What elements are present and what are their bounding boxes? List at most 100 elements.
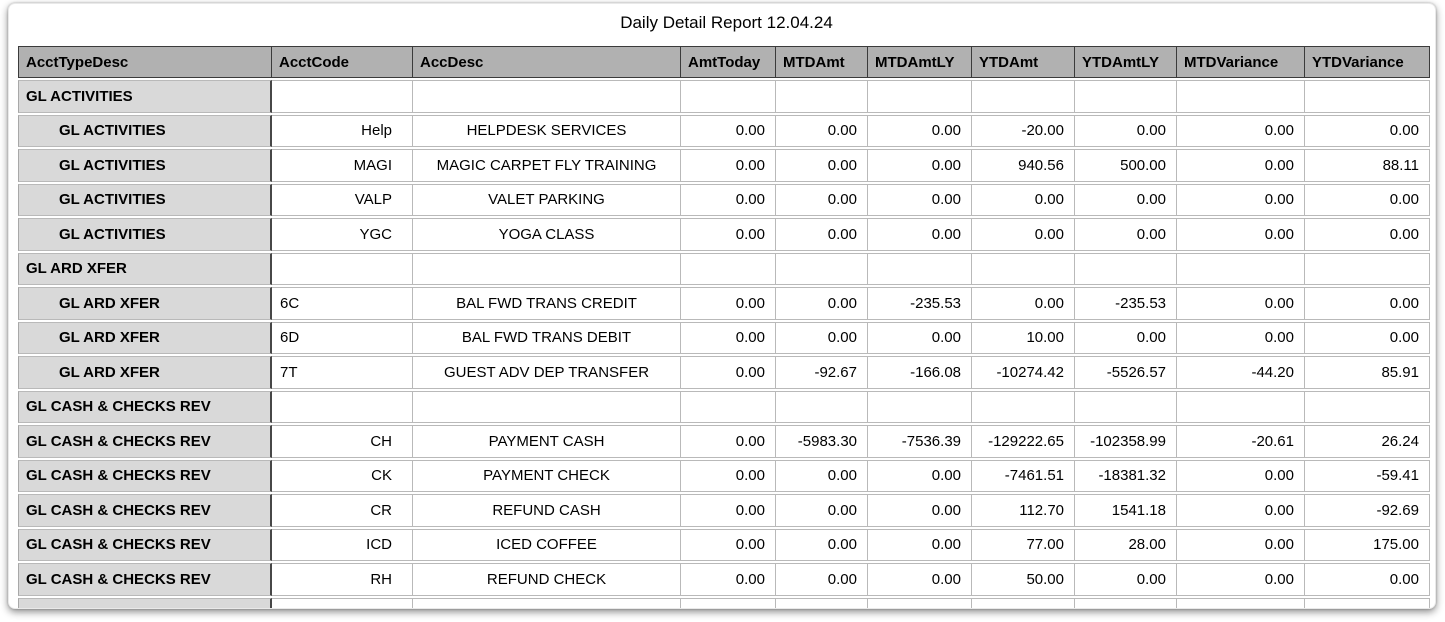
cell-acct-code	[272, 252, 413, 285]
cell-acct-code	[272, 597, 413, 608]
cell-ytdamt	[972, 252, 1075, 285]
col-header-mtdamt: MTDAmt	[776, 46, 868, 78]
cell-mtdamt	[776, 597, 868, 608]
cell-ytdamtly: 0.00	[1075, 183, 1177, 216]
group-row: GL CASH & CHECKS REV	[18, 390, 1430, 423]
cell-acct-code: 6D	[272, 321, 413, 354]
cell-ytdvariance: -59.41	[1305, 459, 1430, 492]
cell-ytdvariance: -92.69	[1305, 494, 1430, 527]
detail-row: GL ACTIVITIES YGC YOGA CLASS 0.00 0.00 0.00 0.…	[18, 218, 1430, 251]
cell-ytdamtly: 0.00	[1075, 321, 1177, 354]
cell-mtdamt: -5983.30	[776, 425, 868, 458]
detail-row: GL ARD XFER 6D BAL FWD TRANS DEBIT 0.00 0.00…	[18, 321, 1430, 354]
cell-ytdvariance	[1305, 390, 1430, 423]
cell-acc-desc: ICED COFFEE	[413, 528, 681, 561]
table-header: AcctTypeDesc AcctCode AccDesc AmtToday MTDAm…	[18, 46, 1430, 78]
detail-row: GL ACTIVITIES VALP VALET PARKING 0.00 0.00 0.…	[18, 183, 1430, 216]
cell-acc-desc: PAYMENT CHECK	[413, 459, 681, 492]
cell-acc-desc: BAL FWD TRANS CREDIT	[413, 287, 681, 320]
cell-mtdamt: 0.00	[776, 287, 868, 320]
cell-ytdamtly: 28.00	[1075, 528, 1177, 561]
detail-row: GL ACTIVITIES MAGI MAGIC CARPET FLY TRAINI…	[18, 149, 1430, 182]
detail-row: GL CASH & CHECKS REV RH REFUND CHECK 0.00 0.…	[18, 563, 1430, 596]
cell-mtdamt: 0.00	[776, 321, 868, 354]
cell-acct-type-desc: GL ACTIVITIES	[18, 183, 272, 216]
detail-row: GL CASH & CHECKS REV CH PAYMENT CASH 0.00 -5…	[18, 425, 1430, 458]
cell-amttoday: 0.00	[681, 114, 776, 147]
cell-acct-code: ICD	[272, 528, 413, 561]
cell-mtdamtly: -235.53	[868, 287, 972, 320]
cell-amttoday	[681, 597, 776, 608]
cell-acct-code: VALP	[272, 183, 413, 216]
col-header-ytdamtly: YTDAmtLY	[1075, 46, 1177, 78]
cell-ytdamtly: 0.00	[1075, 563, 1177, 596]
cell-amttoday: 0.00	[681, 425, 776, 458]
cell-ytdvariance: 0.00	[1305, 287, 1430, 320]
col-header-mtdvariance: MTDVariance	[1177, 46, 1305, 78]
cell-amttoday	[681, 390, 776, 423]
cell-mtdvariance: 0.00	[1177, 218, 1305, 251]
cell-ytdvariance: 88.11	[1305, 149, 1430, 182]
cell-amttoday: 0.00	[681, 183, 776, 216]
cell-acct-code: CH	[272, 425, 413, 458]
group-row: GL ACTIVITIES	[18, 80, 1430, 113]
cell-acc-desc: PAYMENT CASH	[413, 425, 681, 458]
cell-mtdamt	[776, 252, 868, 285]
cell-mtdvariance: -44.20	[1177, 356, 1305, 389]
cell-mtdvariance: 0.00	[1177, 149, 1305, 182]
cell-acc-desc: MAGIC CARPET FLY TRAINING	[413, 149, 681, 182]
cell-mtdamt: 0.00	[776, 494, 868, 527]
cell-mtdamt: 0.00	[776, 114, 868, 147]
cell-amttoday: 0.00	[681, 149, 776, 182]
cell-mtdamt: 0.00	[776, 528, 868, 561]
cell-ytdamtly: 0.00	[1075, 218, 1177, 251]
cell-acct-code: 6C	[272, 287, 413, 320]
cell-ytdamt: 0.00	[972, 287, 1075, 320]
header-row: AcctTypeDesc AcctCode AccDesc AmtToday MTDAm…	[18, 46, 1430, 78]
cell-mtdamtly: 0.00	[868, 459, 972, 492]
cell-ytdamt	[972, 80, 1075, 113]
cell-acct-type-desc: GL CASH & CHECKS REV	[18, 459, 272, 492]
cell-acc-desc: REFUND CASH	[413, 494, 681, 527]
cell-mtdamt: 0.00	[776, 563, 868, 596]
cell-ytdvariance	[1305, 80, 1430, 113]
cell-mtdamt: -92.67	[776, 356, 868, 389]
cell-ytdvariance	[1305, 597, 1430, 608]
cell-ytdvariance: 175.00	[1305, 528, 1430, 561]
cell-amttoday	[681, 80, 776, 113]
cell-acct-code: 7T	[272, 356, 413, 389]
cell-ytdamtly: 500.00	[1075, 149, 1177, 182]
cell-ytdamt: 50.00	[972, 563, 1075, 596]
detail-row: GL ARD XFER 7T GUEST ADV DEP TRANSFER 0.00-…	[18, 356, 1430, 389]
cell-mtdamtly: 0.00	[868, 183, 972, 216]
cell-acct-type-desc: GL CASH & CHECKS REV	[18, 563, 272, 596]
cell-mtdamtly: 0.00	[868, 114, 972, 147]
cell-mtdamtly	[868, 390, 972, 423]
cell-acct-code: Help	[272, 114, 413, 147]
cell-acc-desc: REFUND CHECK	[413, 563, 681, 596]
cell-mtdvariance: 0.00	[1177, 528, 1305, 561]
cell-ytdamtly	[1075, 80, 1177, 113]
cell-acc-desc	[413, 390, 681, 423]
cell-acct-code: CR	[272, 494, 413, 527]
cell-mtdamtly: -7536.39	[868, 425, 972, 458]
cell-ytdamt	[972, 390, 1075, 423]
cell-acc-desc: YOGA CLASS	[413, 218, 681, 251]
cell-acct-code: CK	[272, 459, 413, 492]
cell-mtdvariance: 0.00	[1177, 321, 1305, 354]
col-header-accttypedesc: AcctTypeDesc	[18, 46, 272, 78]
detail-row: GL CASH & CHECKS REV CR REFUND CASH 0.00 0.0…	[18, 494, 1430, 527]
cell-ytdamt: 0.00	[972, 183, 1075, 216]
cell-mtdamtly	[868, 252, 972, 285]
cell-ytdamt: 10.00	[972, 321, 1075, 354]
cell-mtdamt: 0.00	[776, 149, 868, 182]
cell-mtdvariance: 0.00	[1177, 494, 1305, 527]
cell-ytdvariance	[1305, 252, 1430, 285]
cell-mtdamt: 0.00	[776, 459, 868, 492]
cell-mtdvariance: 0.00	[1177, 183, 1305, 216]
cell-ytdamtly: -102358.99	[1075, 425, 1177, 458]
cell-acct-type-desc: GL CASH & CHECKS REV	[18, 494, 272, 527]
cell-ytdamt: 112.70	[972, 494, 1075, 527]
cell-acct-type-desc: GL ACTIVITIES	[18, 80, 272, 113]
cell-ytdamtly: 0.00	[1075, 114, 1177, 147]
